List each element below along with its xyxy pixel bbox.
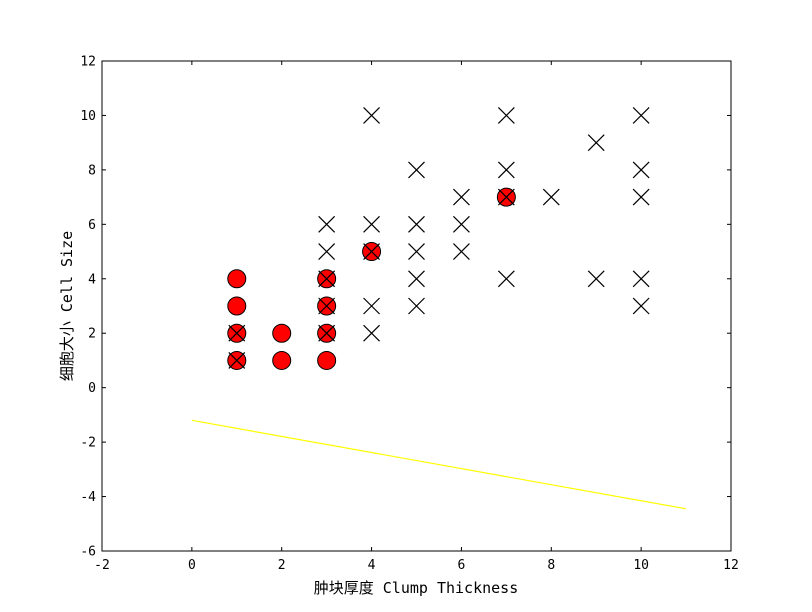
circle-point <box>317 350 337 370</box>
x-point <box>632 188 650 206</box>
x-point <box>363 215 380 233</box>
x-point <box>632 297 650 315</box>
x-point <box>632 270 650 288</box>
x-point <box>318 270 336 288</box>
x-point <box>453 215 470 233</box>
y-tick-label: -2 <box>80 436 96 451</box>
x-point <box>453 243 470 260</box>
y-tick-label: 8 <box>88 163 96 178</box>
circle-point <box>272 350 292 370</box>
x-point <box>363 324 380 342</box>
y-tick-label: 12 <box>80 55 96 70</box>
x-point <box>587 270 605 288</box>
y-axis-title: 细胞大小 Cell Size <box>58 231 76 381</box>
x-tick-label: 6 <box>458 558 466 573</box>
y-tick-label: 10 <box>80 109 96 124</box>
x-tick-label: 12 <box>723 558 739 573</box>
y-tick-label: -6 <box>80 545 96 560</box>
x-point <box>228 324 246 342</box>
x-axis-title: 肿块厚度 Clump Thickness <box>314 579 519 597</box>
x-point <box>497 270 515 288</box>
y-tick-label: 0 <box>88 381 96 396</box>
y-tick-label: -4 <box>80 490 96 505</box>
x-point <box>497 107 515 124</box>
x-point <box>318 215 336 233</box>
x-tick-label: 4 <box>368 558 376 573</box>
x-point <box>318 324 336 342</box>
x-point <box>587 134 605 152</box>
x-point <box>408 161 425 179</box>
x-point <box>408 215 425 233</box>
circle-point <box>272 323 292 343</box>
x-point <box>542 188 560 206</box>
x-tick-label: 0 <box>188 558 196 573</box>
plot-frame <box>101 60 732 552</box>
x-point <box>318 243 336 260</box>
x-point <box>318 297 336 315</box>
x-point <box>408 243 425 260</box>
circle-point <box>227 296 247 316</box>
circle-point <box>227 269 247 289</box>
x-tick-label: 2 <box>278 558 286 573</box>
x-point <box>497 161 515 179</box>
x-point <box>632 161 650 179</box>
x-point <box>363 243 380 260</box>
x-tick-label: 10 <box>633 558 649 573</box>
x-point <box>497 188 515 206</box>
x-tick-label: -2 <box>94 558 110 573</box>
x-point <box>363 297 380 315</box>
y-tick-label: 2 <box>88 327 96 342</box>
x-point <box>453 188 470 206</box>
x-point <box>408 270 425 288</box>
x-point <box>408 297 425 315</box>
y-tick-label: 6 <box>88 218 96 233</box>
x-point <box>632 107 650 124</box>
x-tick-label: 8 <box>547 558 555 573</box>
x-point <box>363 107 380 124</box>
fit-line <box>191 419 687 510</box>
y-tick-label: 4 <box>88 272 96 287</box>
x-point <box>228 352 246 369</box>
